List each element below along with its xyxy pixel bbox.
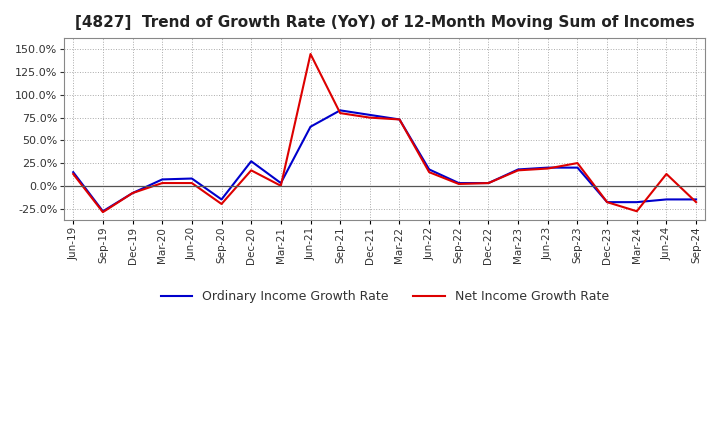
Ordinary Income Growth Rate — [158, 177, 166, 182]
Net Income Growth Rate — [69, 171, 78, 176]
Ordinary Income Growth Rate — [366, 112, 374, 117]
Line: Ordinary Income Growth Rate: Ordinary Income Growth Rate — [73, 110, 696, 211]
Ordinary Income Growth Rate — [454, 180, 463, 186]
Ordinary Income Growth Rate — [217, 197, 226, 202]
Net Income Growth Rate — [366, 115, 374, 120]
Ordinary Income Growth Rate — [484, 180, 492, 186]
Net Income Growth Rate — [454, 181, 463, 187]
Net Income Growth Rate — [395, 117, 404, 122]
Net Income Growth Rate — [187, 180, 196, 186]
Net Income Growth Rate — [336, 110, 344, 116]
Ordinary Income Growth Rate — [395, 117, 404, 122]
Net Income Growth Rate — [217, 202, 226, 207]
Ordinary Income Growth Rate — [247, 158, 256, 164]
Net Income Growth Rate — [692, 199, 701, 205]
Net Income Growth Rate — [662, 171, 671, 176]
Ordinary Income Growth Rate — [603, 199, 611, 205]
Ordinary Income Growth Rate — [573, 165, 582, 170]
Net Income Growth Rate — [632, 209, 641, 214]
Net Income Growth Rate — [276, 183, 285, 188]
Ordinary Income Growth Rate — [99, 209, 107, 214]
Net Income Growth Rate — [158, 180, 166, 186]
Ordinary Income Growth Rate — [187, 176, 196, 181]
Ordinary Income Growth Rate — [306, 124, 315, 129]
Net Income Growth Rate — [603, 199, 611, 205]
Net Income Growth Rate — [544, 166, 552, 171]
Net Income Growth Rate — [514, 168, 523, 173]
Ordinary Income Growth Rate — [336, 108, 344, 113]
Net Income Growth Rate — [484, 180, 492, 186]
Ordinary Income Growth Rate — [662, 197, 671, 202]
Legend: Ordinary Income Growth Rate, Net Income Growth Rate: Ordinary Income Growth Rate, Net Income … — [156, 285, 613, 308]
Line: Net Income Growth Rate: Net Income Growth Rate — [73, 54, 696, 212]
Ordinary Income Growth Rate — [514, 167, 523, 172]
Net Income Growth Rate — [128, 191, 137, 196]
Ordinary Income Growth Rate — [69, 169, 78, 175]
Ordinary Income Growth Rate — [632, 199, 641, 205]
Net Income Growth Rate — [247, 168, 256, 173]
Net Income Growth Rate — [573, 161, 582, 166]
Ordinary Income Growth Rate — [544, 165, 552, 170]
Ordinary Income Growth Rate — [692, 197, 701, 202]
Net Income Growth Rate — [99, 209, 107, 215]
Net Income Growth Rate — [306, 51, 315, 57]
Title: [4827]  Trend of Growth Rate (YoY) of 12-Month Moving Sum of Incomes: [4827] Trend of Growth Rate (YoY) of 12-… — [75, 15, 695, 30]
Ordinary Income Growth Rate — [128, 191, 137, 196]
Ordinary Income Growth Rate — [425, 167, 433, 172]
Ordinary Income Growth Rate — [276, 180, 285, 186]
Net Income Growth Rate — [425, 169, 433, 175]
